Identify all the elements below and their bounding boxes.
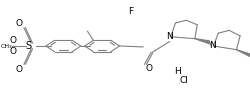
Text: CH₃: CH₃ [1, 44, 12, 48]
Text: O: O [10, 36, 17, 45]
Text: O: O [10, 47, 17, 56]
Text: O: O [16, 64, 22, 74]
Text: S: S [26, 41, 32, 51]
Polygon shape [194, 39, 208, 44]
Text: O: O [16, 18, 22, 28]
Text: Cl: Cl [178, 76, 188, 85]
Text: H: H [173, 67, 180, 76]
Text: N: N [165, 32, 172, 41]
Text: O: O [145, 64, 152, 73]
Text: N: N [208, 41, 215, 51]
Text: F: F [128, 7, 133, 16]
Polygon shape [236, 50, 249, 56]
